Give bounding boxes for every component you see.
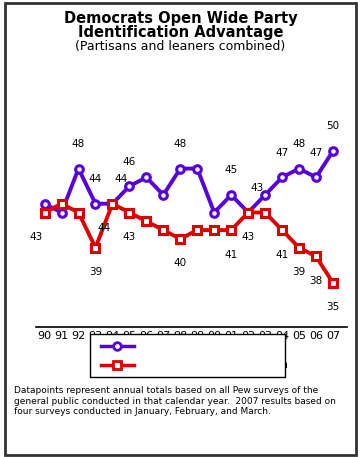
Text: 43: 43 bbox=[30, 232, 43, 242]
Text: (Partisans and leaners combined): (Partisans and leaners combined) bbox=[75, 40, 286, 53]
Text: 45: 45 bbox=[225, 165, 238, 175]
Text: 44: 44 bbox=[97, 223, 110, 234]
Text: 47: 47 bbox=[309, 148, 323, 158]
Text: 44: 44 bbox=[89, 174, 102, 184]
Text: 41: 41 bbox=[225, 250, 238, 260]
Text: 47: 47 bbox=[275, 148, 289, 158]
Text: 48: 48 bbox=[174, 139, 187, 149]
Text: 43: 43 bbox=[250, 183, 263, 193]
Text: 43: 43 bbox=[123, 232, 136, 242]
Text: 44: 44 bbox=[114, 174, 127, 184]
Text: 48: 48 bbox=[292, 139, 306, 149]
Text: 40: 40 bbox=[174, 259, 187, 268]
Text: Democrats Open Wide Party: Democrats Open Wide Party bbox=[64, 11, 297, 27]
Text: 35: 35 bbox=[326, 303, 340, 313]
Text: Democrat/lean Democratic: Democrat/lean Democratic bbox=[137, 341, 284, 351]
Text: Republican/lean Republican: Republican/lean Republican bbox=[137, 360, 288, 370]
Text: 44: 44 bbox=[0, 456, 1, 457]
Text: Identification Advantage: Identification Advantage bbox=[78, 25, 283, 40]
Text: 41: 41 bbox=[275, 250, 289, 260]
Text: 39: 39 bbox=[292, 267, 306, 277]
Text: 39: 39 bbox=[89, 267, 102, 277]
Text: 46: 46 bbox=[123, 157, 136, 166]
Text: 50: 50 bbox=[326, 122, 340, 131]
Text: 38: 38 bbox=[309, 276, 323, 286]
Text: 43: 43 bbox=[242, 232, 255, 242]
Text: 48: 48 bbox=[72, 139, 85, 149]
Text: Datapoints represent annual totals based on all Pew surveys of the
general publi: Datapoints represent annual totals based… bbox=[14, 386, 336, 416]
